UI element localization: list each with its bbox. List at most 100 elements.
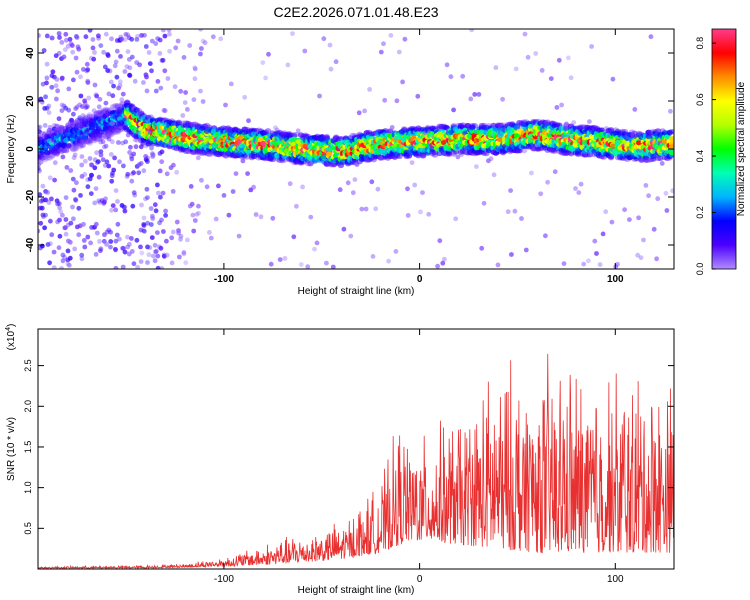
spectrogram-cell	[396, 153, 403, 159]
spectrogram-noise-cell	[508, 188, 513, 194]
spectrogram-noise-cell	[93, 252, 99, 257]
spectrogram-noise-cell	[76, 46, 82, 52]
spectrogram-noise-cell	[251, 184, 256, 190]
spectrogram-cell	[72, 146, 79, 152]
spectrogram-noise-cell	[66, 86, 72, 92]
spectrogram-noise-cell	[82, 244, 88, 250]
spectrogram-noise-cell	[157, 220, 163, 226]
spectrogram-noise-cell	[115, 199, 120, 204]
spectrogram-noise-cell	[405, 213, 411, 218]
spectrogram-noise-cell	[147, 61, 153, 66]
spectrogram-noise-cell	[48, 241, 53, 247]
spectrogram-noise-cell	[295, 128, 301, 134]
spectrogram-noise-cell	[53, 83, 59, 89]
spectrogram-noise-cell	[597, 262, 603, 267]
chart-title: C2E2.2026.071.01.48.E23	[273, 4, 438, 20]
spectrogram-noise-cell	[305, 264, 311, 269]
spectrogram-noise-cell	[559, 102, 564, 108]
spectrogram-noise-cell	[333, 59, 339, 65]
spectrogram-noise-cell	[138, 259, 144, 264]
spectrogram-noise-cell	[600, 231, 606, 237]
spectrogram-noise-cell	[59, 75, 65, 81]
spectrogram-cell	[93, 110, 100, 116]
spectrogram-noise-cell	[44, 75, 50, 81]
spectrogram-noise-cell	[663, 190, 669, 196]
spectrogram-cell	[112, 127, 119, 133]
spectrogram-cell	[109, 104, 117, 110]
spectrogram-noise-cell	[92, 200, 98, 206]
spectrogram-noise-cell	[100, 139, 106, 145]
spectrogram-cell	[105, 131, 112, 137]
spectrogram-noise-cell	[266, 51, 271, 57]
snr-xtick-label: -100	[214, 574, 234, 585]
spectrogram-noise-cell	[80, 113, 86, 118]
spectrogram-noise-cell	[46, 110, 52, 115]
spectrogram-noise-cell	[190, 212, 196, 218]
spectrogram-noise-cell	[71, 216, 76, 222]
spectrogram-noise-cell	[62, 254, 67, 260]
spectrogram-noise-cell	[119, 36, 125, 42]
spectrogram-cell	[133, 107, 140, 113]
spectrogram-noise-cell	[93, 221, 99, 227]
spectrogram-noise-cell	[375, 186, 381, 192]
spectrogram-noise-cell	[207, 230, 212, 235]
spectrogram-cell	[95, 136, 103, 142]
spectrogram-noise-cell	[46, 103, 52, 109]
spectrogram-noise-cell	[228, 81, 234, 87]
spectrogram-noise-cell	[122, 249, 128, 255]
spectrogram-noise-cell	[455, 154, 461, 160]
spectrogram-noise-cell	[581, 261, 587, 267]
spectrogram-noise-cell	[131, 261, 137, 267]
spectrogram-noise-cell	[554, 105, 560, 110]
spectrogram-noise-cell	[101, 49, 106, 55]
spectrogram-noise-cell	[78, 93, 84, 99]
spectrogram-noise-cell	[195, 155, 201, 161]
spectrogram-noise-cell	[108, 79, 114, 85]
spectrogram-cell	[93, 136, 100, 142]
spectrogram-noise-cell	[103, 100, 109, 106]
spectrogram-noise-cell	[180, 113, 186, 118]
spectrogram-noise-cell	[147, 245, 153, 251]
spectrogram-noise-cell	[149, 38, 155, 44]
spectrogram-noise-cell	[143, 44, 149, 49]
spectrogram-noise-cell	[226, 212, 232, 218]
spectrogram-noise-cell	[90, 45, 96, 51]
spectrogram-noise-cell	[163, 213, 169, 218]
spectrogram-noise-cell	[566, 55, 571, 61]
spectrogram-noise-cell	[43, 212, 48, 218]
spectrogram-noise-cell	[167, 31, 172, 37]
spectrogram-noise-cell	[312, 246, 317, 252]
spectrogram-cell	[643, 154, 650, 161]
spectrogram-xtick-label: -100	[214, 274, 234, 285]
spectrogram-noise-cell	[121, 204, 127, 210]
spectrogram-noise-cell	[103, 31, 109, 37]
spectrogram-noise-cell	[522, 31, 528, 37]
spectrogram-noise-cell	[112, 63, 118, 69]
colorbar: 0.00.20.40.60.8 Normalized spectral ampl…	[695, 28, 747, 275]
spectrogram-noise-cell	[84, 104, 90, 109]
spectrogram-noise-cell	[57, 35, 62, 40]
spectrogram-noise-cell	[491, 172, 497, 178]
spectrogram-cell	[452, 149, 460, 155]
spectrogram-noise-cell	[133, 144, 139, 150]
spectrogram-noise-cell	[129, 249, 135, 254]
spectrogram-noise-cell	[78, 74, 83, 80]
spectrogram-noise-cell	[317, 93, 322, 99]
spectrogram-noise-cell	[139, 33, 144, 38]
spectrogram-noise-cell	[568, 75, 574, 81]
spectrogram-noise-cell	[230, 189, 236, 194]
spectrogram-noise-cell	[150, 154, 156, 159]
spectrogram-noise-cell	[104, 159, 110, 165]
spectrogram-noise-cell	[39, 205, 45, 211]
spectrogram-noise-cell	[38, 168, 42, 174]
spectrogram-noise-cell	[245, 171, 251, 177]
spectrogram-noise-cell	[44, 61, 50, 67]
spectrogram-cell	[598, 127, 605, 133]
spectrogram-noise-cell	[145, 244, 150, 250]
spectrogram-noise-cell	[571, 120, 577, 125]
spectrogram-noise-cell	[448, 74, 454, 80]
spectrogram-noise-cell	[165, 76, 171, 81]
spectrogram-noise-cell	[93, 92, 99, 98]
spectrogram-noise-cell	[136, 170, 142, 176]
